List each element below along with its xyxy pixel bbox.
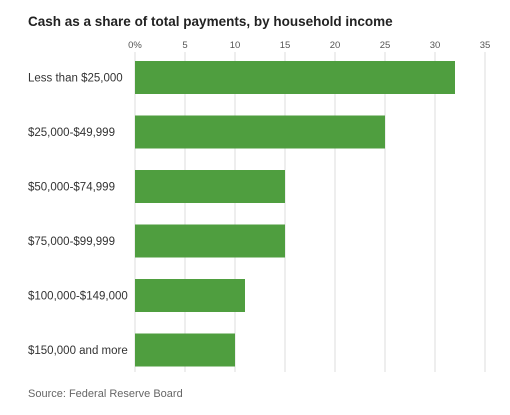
chart-source: Source: Federal Reserve Board (28, 388, 183, 400)
chart-title: Cash as a share of total payments, by ho… (28, 14, 393, 29)
bar (135, 333, 235, 367)
x-tick-label: 0% (128, 40, 142, 51)
category-label: $150,000 and more (28, 345, 128, 357)
category-label: Less than $25,000 (28, 73, 123, 85)
bar (135, 279, 245, 312)
x-tick-label: 15 (280, 40, 291, 51)
x-tick-label: 20 (330, 40, 341, 51)
bar (135, 115, 385, 149)
category-label: $25,000-$49,999 (28, 127, 115, 139)
category-label: $75,000-$99,999 (28, 236, 115, 248)
category-label: $50,000-$74,999 (28, 182, 115, 194)
x-tick-label: 5 (182, 40, 187, 51)
bar (135, 224, 285, 258)
x-tick-label: 10 (230, 40, 241, 51)
x-tick-label: 25 (380, 40, 391, 51)
bar (135, 170, 285, 203)
x-tick-label: 35 (480, 40, 491, 51)
x-tick-label: 30 (430, 40, 441, 51)
category-label: $100,000-$149,000 (28, 291, 128, 303)
bar (135, 61, 455, 94)
